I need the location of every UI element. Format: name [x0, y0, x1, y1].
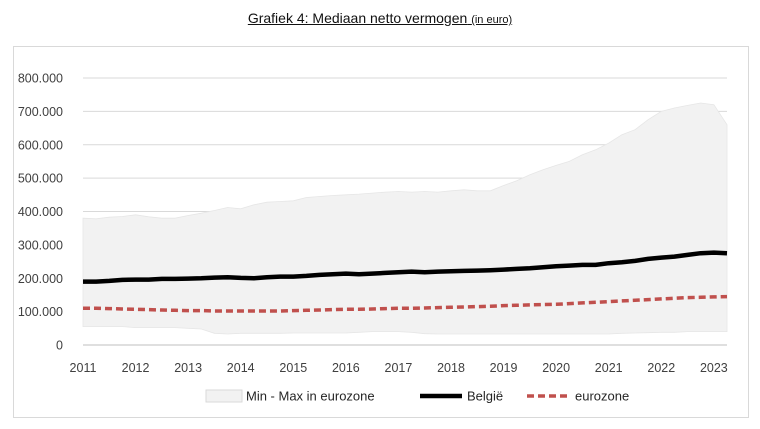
x-tick-label: 2020 [542, 361, 570, 375]
x-tick-label: 2012 [122, 361, 150, 375]
legend-label: eurozone [575, 389, 629, 404]
y-tick-label: 500.000 [18, 172, 63, 186]
range-area-layer [82, 102, 728, 335]
series-lines-layer [83, 250, 728, 313]
x-tick-label: 2018 [437, 361, 465, 375]
y-tick-label: 700.000 [18, 105, 63, 119]
legend-label: België [467, 389, 503, 404]
y-tick-label: 300.000 [18, 238, 63, 252]
series-area-min-max [82, 102, 728, 335]
x-tick-label: 2013 [174, 361, 202, 375]
gridlines [83, 77, 727, 346]
y-tick-label: 0 [56, 339, 63, 353]
x-tick-label: 2022 [647, 361, 675, 375]
x-tick-label: 2021 [595, 361, 623, 375]
x-tick-label: 2023 [700, 361, 728, 375]
x-tick-label: 2017 [385, 361, 413, 375]
series-line-eurozone [83, 294, 728, 313]
x-tick-label: 2011 [70, 361, 97, 375]
chart-frame [13, 46, 749, 418]
x-tick-label: 2016 [332, 361, 360, 375]
x-tick-label: 2015 [279, 361, 307, 375]
y-tick-label: 100.000 [18, 305, 63, 319]
x-tick-label: 2014 [227, 361, 255, 375]
y-tick-label: 800.000 [18, 72, 63, 86]
chart-title: Grafiek 4: Mediaan netto vermogen (in eu… [0, 10, 760, 26]
chart-title-main: Grafiek 4: Mediaan netto vermogen [247, 10, 468, 26]
series-line-belgie [83, 250, 728, 284]
legend-label: Min - Max in eurozone [246, 389, 375, 404]
y-tick-label: 200.000 [18, 272, 63, 286]
legend-swatch-range [205, 389, 243, 403]
y-tick-label: 600.000 [18, 138, 63, 152]
chart-title-unit: (in euro) [471, 14, 513, 26]
y-tick-label: 400.000 [18, 205, 63, 219]
y-axis: 0 100.000 200.000 300.000 400.000 500.000 600.… [18, 72, 63, 353]
x-tick-label: 2019 [490, 361, 518, 375]
x-axis: 2011 2012 2013 2014 2015 2016 2017 2018 2019 2020… [70, 361, 728, 375]
legend: Min - Max in eurozone België eurozone [205, 389, 629, 404]
